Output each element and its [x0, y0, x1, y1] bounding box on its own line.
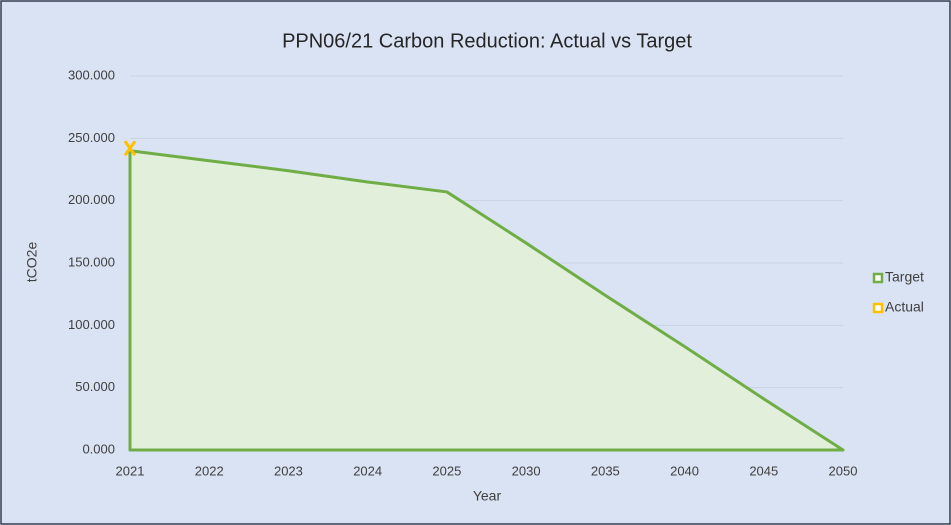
y-tick-label: 0.000: [82, 441, 115, 456]
area: [128, 149, 845, 452]
marker: [123, 140, 137, 157]
y-tick-label: 250.000: [68, 130, 115, 145]
y-tick-label: 100.000: [68, 317, 115, 332]
x-tick-label: 2024: [353, 463, 382, 478]
legend-label: Actual: [885, 299, 924, 315]
x-tick-label: 2021: [116, 463, 145, 478]
y-tick-label: 50.000: [75, 379, 115, 394]
y-tick-label: 300.000: [68, 67, 115, 82]
x-axis-label: Year: [473, 488, 502, 504]
legend-swatch: [872, 302, 884, 314]
legend-label: Target: [885, 269, 924, 285]
x-tick-label: 2045: [749, 463, 778, 478]
x-tick-label: 2050: [829, 463, 858, 478]
x-tick-label: 2030: [512, 463, 541, 478]
y-tick-label: 150.000: [68, 254, 115, 269]
legend-swatch: [872, 272, 884, 284]
y-axis-label: tCO2e: [24, 242, 40, 283]
x-tick-label: 2022: [195, 463, 224, 478]
x-tick-label: 2025: [432, 463, 461, 478]
x-tick-label: 2040: [670, 463, 699, 478]
y-tick-label: 200.000: [68, 192, 115, 207]
x-tick-label: 2023: [274, 463, 303, 478]
chart-title: PPN06/21 Carbon Reduction: Actual vs Tar…: [282, 30, 692, 52]
x-tick-label: 2035: [591, 463, 620, 478]
